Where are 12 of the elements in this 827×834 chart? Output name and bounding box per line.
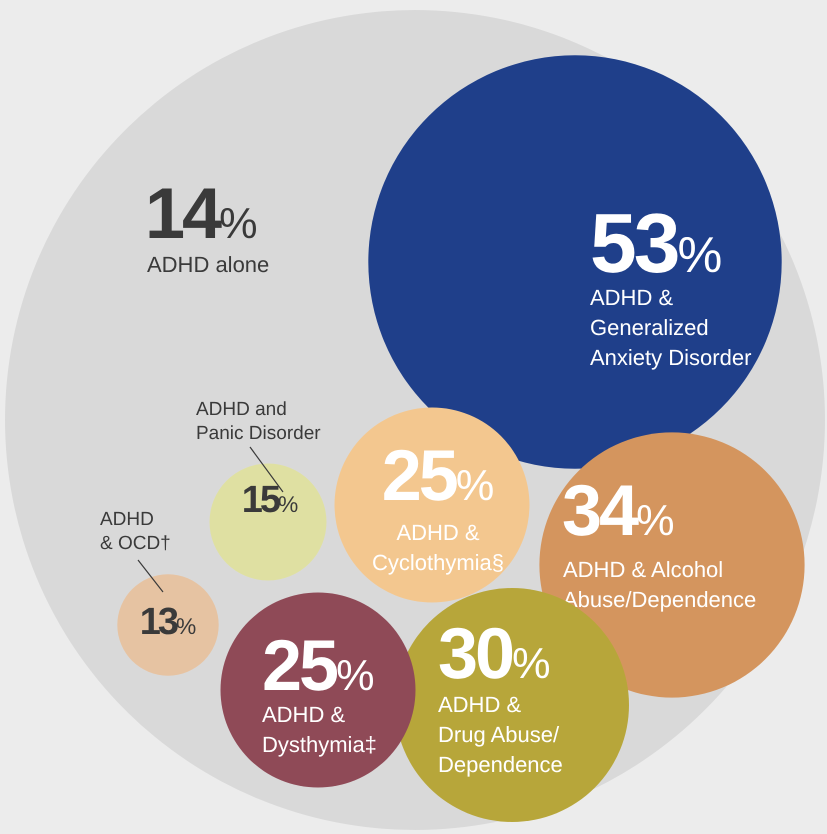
category-label: ADHD & Cyclothymia§	[372, 520, 504, 575]
data-label: 34%	[562, 471, 674, 551]
data-label: 30%	[438, 614, 550, 694]
category-label: ADHD & Alcohol Abuse/Dependence	[563, 557, 756, 612]
category-label: ADHD alone	[147, 252, 270, 277]
data-label: 15%	[242, 479, 298, 521]
data-label: 25%	[382, 436, 494, 516]
category-label: ADHD & Drug Abuse/Dependence	[438, 692, 563, 777]
category-label: ADHD and Panic Disorder	[196, 399, 322, 444]
data-label: 13%	[140, 601, 196, 643]
category-label: ADHD & OCD†	[100, 509, 171, 554]
data-label: 14%	[145, 174, 258, 254]
